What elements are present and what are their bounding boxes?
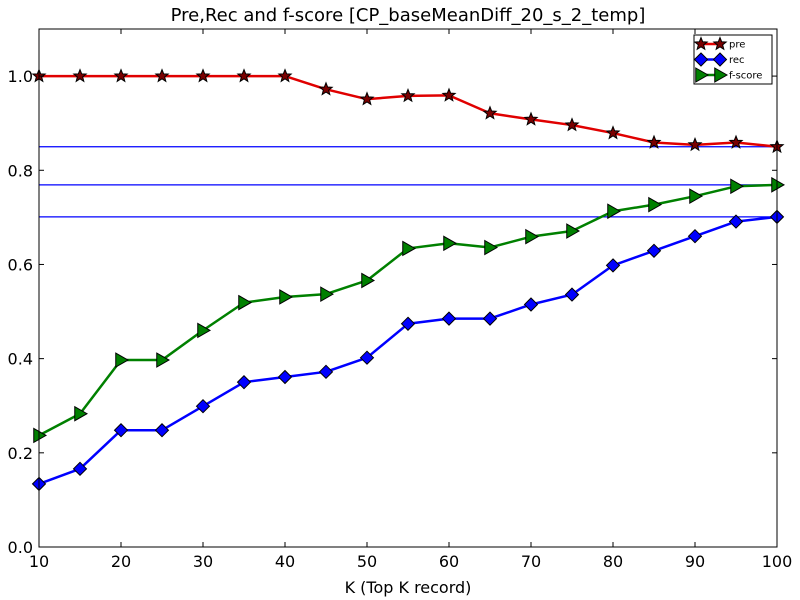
data-point-pre: [687, 136, 703, 152]
legend-marker-rec: [712, 52, 728, 67]
data-point-pre: [154, 68, 170, 83]
data-point-f-score: [320, 286, 335, 302]
data-point-rec: [605, 258, 621, 273]
data-point-f-score: [648, 196, 663, 213]
data-point-pre: [400, 87, 416, 103]
data-point-f-score: [566, 223, 581, 239]
x-tick-label: 80: [603, 552, 623, 571]
data-point-pre: [482, 105, 498, 120]
data-point-rec: [646, 243, 662, 259]
x-tick-label: 20: [111, 552, 131, 571]
data-point-rec: [154, 423, 170, 438]
data-point-f-score: [238, 294, 253, 311]
y-tick-label: 0.8: [8, 161, 33, 180]
data-point-pre: [236, 68, 252, 83]
data-point-f-score: [484, 239, 499, 256]
data-point-pre: [113, 68, 129, 83]
x-axis-label: K (Top K record): [345, 578, 472, 597]
x-tick-label: 10: [29, 552, 49, 571]
data-point-pre: [605, 125, 621, 140]
data-point-pre: [523, 111, 539, 126]
x-tick-label: 60: [439, 552, 459, 571]
data-point-f-score: [689, 188, 704, 205]
legend-marker-pre: [712, 36, 728, 51]
data-point-pre: [564, 117, 580, 132]
series-line-rec: [38, 215, 778, 486]
data-point-f-score: [771, 177, 786, 193]
chart-title: Pre,Rec and f-score [CP_baseMeanDiff_20_…: [171, 5, 646, 26]
legend: pre rec f-score: [693, 34, 773, 85]
data-point-f-score: [730, 178, 745, 195]
data-point-f-score: [115, 352, 130, 368]
x-tick-label: 40: [275, 552, 295, 571]
x-tick-label: 100: [762, 552, 793, 571]
data-point-rec: [113, 423, 129, 438]
data-point-pre: [72, 68, 88, 83]
legend-marker-pre: [693, 36, 709, 51]
x-tick-label: 90: [685, 552, 705, 571]
y-tick-label: 0.0: [8, 538, 33, 557]
data-point-rec: [523, 297, 539, 312]
data-point-f-score: [402, 240, 417, 257]
legend-label-f-score: f-score: [729, 71, 762, 82]
data-point-rec: [564, 287, 580, 302]
data-point-f-score: [156, 352, 171, 368]
data-point-rec: [441, 311, 457, 326]
data-point-f-score: [525, 228, 540, 245]
data-point-rec: [72, 461, 88, 477]
plot-frame: [38, 28, 778, 548]
series-layer: [31, 68, 786, 492]
series-rec: [31, 209, 785, 492]
data-point-f-score: [443, 235, 458, 252]
data-point-f-score: [361, 272, 376, 289]
data-point-pre: [318, 81, 334, 96]
data-point-pre: [195, 68, 211, 83]
data-point-pre: [728, 134, 744, 149]
data-point-rec: [318, 364, 334, 380]
data-point-f-score: [33, 427, 48, 444]
data-point-rec: [687, 228, 703, 244]
series-pre: [31, 68, 785, 154]
data-point-f-score: [197, 322, 212, 339]
data-point-rec: [400, 316, 416, 331]
legend-marker-f-score: [714, 67, 729, 83]
y-tick-label: 1.0: [8, 67, 33, 86]
data-point-rec: [482, 311, 498, 326]
data-point-f-score: [279, 289, 294, 305]
y-tick-label: 0.6: [8, 255, 33, 274]
data-point-rec: [277, 369, 293, 385]
legend-label-rec: rec: [729, 55, 745, 66]
ticks-layer: 10 20 30 40 50 60 70 80 90 100 0.0 0.2 0.4 0.6 0.8 1.0: [8, 29, 793, 571]
reference-lines: [39, 146, 777, 218]
y-tick-label: 0.4: [8, 350, 33, 369]
data-point-rec: [359, 350, 375, 365]
series-line-pre: [39, 74, 778, 148]
legend-label-pre: pre: [729, 40, 745, 51]
data-point-pre: [277, 68, 293, 83]
data-point-rec: [195, 398, 211, 414]
legend-marker-f-score: [695, 67, 710, 83]
legend-marker-rec: [693, 52, 709, 67]
x-tick-label: 30: [193, 552, 213, 571]
data-point-f-score: [607, 203, 622, 220]
data-point-pre: [646, 134, 662, 149]
y-tick-label: 0.2: [8, 444, 33, 463]
data-point-rec: [236, 374, 252, 390]
data-point-f-score: [74, 405, 89, 422]
data-point-pre: [441, 87, 457, 102]
series-line-f-score: [38, 183, 778, 437]
x-tick-label: 50: [357, 552, 377, 571]
data-point-pre: [359, 91, 375, 106]
series-f-score: [33, 177, 786, 444]
x-tick-label: 70: [521, 552, 541, 571]
data-point-rec: [728, 214, 744, 229]
